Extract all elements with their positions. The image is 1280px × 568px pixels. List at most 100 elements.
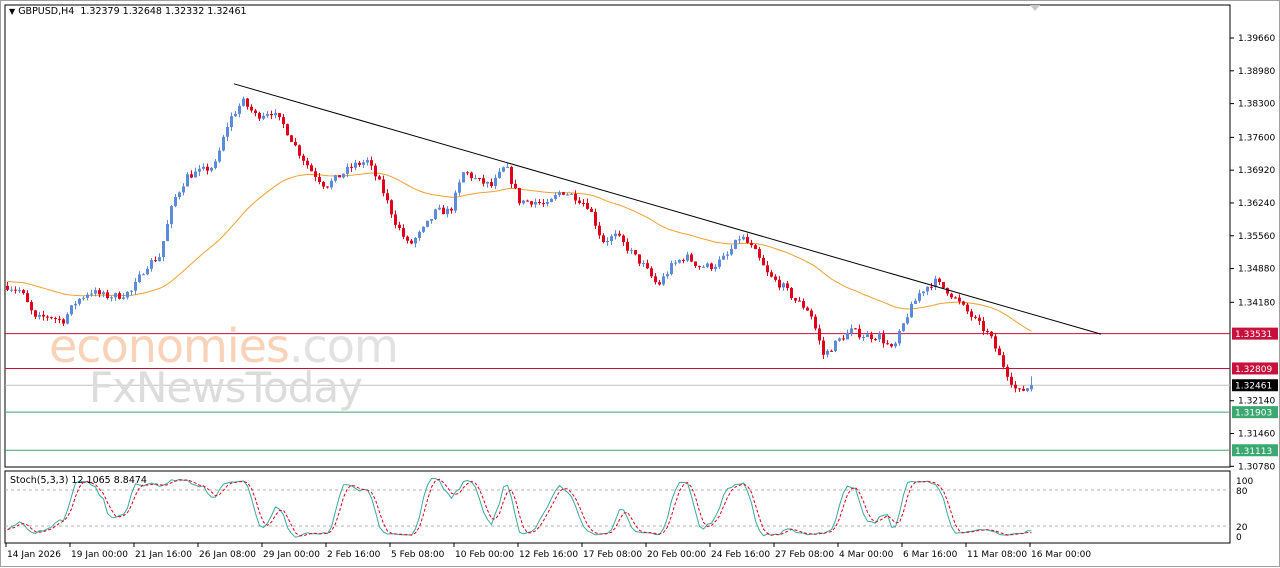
candle-bullish: [178, 192, 181, 198]
candle-bearish: [482, 178, 485, 184]
candle-bearish: [622, 235, 625, 243]
y-tick-label: 1.31460: [1238, 430, 1275, 440]
candle-bullish: [198, 168, 201, 172]
candle-bearish: [998, 348, 1001, 356]
trendline: [233, 83, 1102, 335]
candle-bullish: [354, 162, 357, 168]
x-tick-label: 27 Feb 08:00: [775, 550, 834, 560]
candle-bearish: [54, 318, 57, 320]
candle-bearish: [34, 310, 37, 317]
candle-bullish: [66, 314, 69, 324]
candle-bearish: [450, 208, 453, 211]
candle-bearish: [538, 202, 541, 204]
candle-bearish: [650, 268, 653, 277]
x-tick-label: 20 Feb 00:00: [647, 550, 706, 560]
candle-bearish: [634, 250, 637, 255]
candle-bearish: [582, 202, 585, 204]
candle-bearish: [970, 311, 973, 317]
candle-bullish: [898, 331, 901, 344]
candle-bearish: [594, 211, 597, 226]
candle-bearish: [874, 339, 877, 341]
candle-bearish: [310, 165, 313, 172]
candle-bullish: [86, 294, 89, 298]
level-price-label: 1.31113: [1235, 447, 1272, 457]
candle-bearish: [1006, 366, 1009, 377]
candle-bearish: [42, 314, 45, 317]
candle-bullish: [362, 162, 365, 165]
candle-bearish: [618, 233, 621, 236]
candle-bullish: [506, 167, 509, 169]
candle-bullish: [434, 209, 437, 220]
stoch-tick-label: 100: [1236, 477, 1253, 487]
candle-bearish: [710, 263, 713, 270]
stoch-main-line: [7, 478, 1032, 538]
candle-bullish: [218, 150, 221, 162]
candle-bearish: [290, 135, 293, 142]
candle-bullish: [850, 328, 853, 333]
candle-bearish: [46, 316, 49, 318]
candle-bearish: [938, 278, 941, 283]
y-tick-label: 1.38300: [1238, 100, 1275, 110]
candle-bullish: [130, 290, 133, 292]
candle-bullish: [546, 201, 549, 204]
candle-bearish: [758, 249, 761, 258]
candle-bearish: [542, 203, 545, 205]
candle-bearish: [518, 188, 521, 204]
candle-bullish: [866, 334, 869, 338]
candle-bearish: [30, 302, 33, 311]
candle-bearish: [978, 317, 981, 322]
candle-bullish: [78, 298, 81, 304]
x-tick-label: 29 Jan 00:00: [263, 550, 320, 560]
candle-bearish: [814, 316, 817, 329]
x-tick-label: 12 Feb 16:00: [519, 550, 578, 560]
candle-bearish: [386, 193, 389, 201]
candle-bearish: [690, 254, 693, 262]
candle-bearish: [958, 297, 961, 302]
candle-bearish: [338, 175, 341, 178]
candle-bullish: [726, 254, 729, 256]
candle-bullish: [430, 219, 433, 221]
stoch-label: Stoch(5,3,3) 12.1065 8.8474: [10, 475, 147, 486]
stoch-signal-line: [7, 478, 1032, 537]
candle-bearish: [314, 171, 317, 178]
candle-bullish: [366, 160, 369, 163]
candle-bullish: [838, 338, 841, 341]
candle-bullish: [142, 274, 145, 276]
candle-bullish: [462, 172, 465, 183]
candle-bullish: [414, 237, 417, 244]
candle-bullish: [146, 268, 149, 275]
candle-bearish: [398, 224, 401, 228]
candle-bullish: [894, 343, 897, 347]
candle-bearish: [770, 272, 773, 277]
candle-bullish: [110, 297, 113, 299]
candle-bullish: [910, 303, 913, 318]
candle-bearish: [882, 334, 885, 344]
candle-bullish: [170, 206, 173, 225]
candle-bullish: [114, 293, 117, 298]
candle-bearish: [118, 293, 121, 299]
candle-bullish: [202, 166, 205, 169]
candle-bullish: [70, 305, 73, 315]
candle-bearish: [254, 110, 257, 113]
y-tick-label: 1.37600: [1238, 133, 1275, 143]
candle-bearish: [302, 155, 305, 161]
candle-bullish: [742, 236, 745, 240]
candle-bullish: [230, 116, 233, 127]
level-price-label: 1.31903: [1235, 409, 1272, 419]
candle-bullish: [558, 192, 561, 196]
candle-bullish: [134, 281, 137, 291]
candle-bearish: [298, 145, 301, 156]
candle-bullish: [606, 241, 609, 243]
main-pane-frame: [4, 4, 1231, 468]
candle-bullish: [494, 177, 497, 186]
candle-bearish: [394, 214, 397, 225]
candle-bearish: [654, 276, 657, 283]
triangle-down-icon[interactable]: ▼: [9, 7, 16, 16]
candle-bullish: [826, 350, 829, 355]
candle-bearish: [590, 208, 593, 212]
candle-bullish: [522, 200, 525, 204]
candle-bearish: [694, 261, 697, 266]
candle-bearish: [514, 183, 517, 189]
